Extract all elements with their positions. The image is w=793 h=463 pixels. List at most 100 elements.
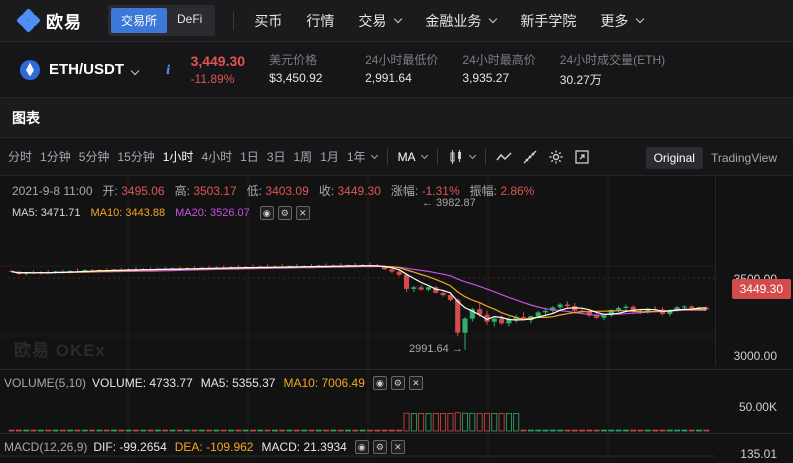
volume-bar (630, 429, 637, 432)
interval-tab[interactable]: 1日 (240, 150, 259, 164)
gear-icon[interactable]: ⚙ (277, 206, 292, 220)
close-icon[interactable]: ✕ (390, 440, 405, 454)
chart-panel-header: 图表 (0, 98, 793, 138)
volume-bar (125, 429, 132, 432)
chart-area[interactable]: ← 3982.87 2991.64 → 2021-9-8 11:00 开: 349… (0, 176, 793, 463)
defi-tab[interactable]: DeFi (177, 12, 203, 26)
volume-bar (330, 429, 337, 432)
stat-label: 24小时成交量(ETH) (559, 53, 666, 67)
settings-icon[interactable] (548, 149, 564, 165)
interval-tab[interactable]: 4小时 (201, 150, 233, 164)
volume-bar (476, 412, 483, 432)
volume-bar (176, 429, 183, 432)
candle-body (557, 304, 563, 308)
macd-legend: MACD(12,26,9) DIF: -99.2654 DEA: -109.96… (4, 440, 409, 454)
interval-tab[interactable]: 15分钟 (117, 150, 155, 164)
volume-bar (549, 429, 556, 432)
candle-body (681, 306, 687, 308)
candle-body (564, 304, 570, 307)
okex-logo-icon (16, 7, 41, 33)
exchange-tab[interactable]: 交易所 (111, 8, 168, 33)
volume-bar (359, 429, 366, 432)
volume-bar (608, 429, 615, 432)
interval-tab[interactable]: 1周 (293, 150, 313, 164)
close-icon[interactable]: ✕ (295, 206, 310, 220)
pair-selector[interactable]: ETH/USDT (49, 61, 140, 78)
ohlc-close-label: 收: (318, 184, 335, 198)
stat-label: 24小时最低价 (365, 53, 439, 67)
nav-link-1[interactable]: 行情 (294, 11, 346, 31)
volume-bar (184, 429, 191, 432)
candle-body (674, 307, 680, 311)
candle-body (601, 315, 607, 318)
pane-divider[interactable] (0, 433, 793, 434)
nav-link-3[interactable]: 金融业务 (413, 11, 508, 31)
gear-icon[interactable]: ⚙ (372, 440, 387, 454)
candle-body (396, 271, 402, 275)
indicator-chevron-icon[interactable] (420, 151, 428, 159)
nav-link-4[interactable]: 新手学院 (508, 11, 588, 31)
nav-link-5[interactable]: 更多 (588, 11, 655, 31)
candle-body (550, 307, 556, 311)
drawing-tool-icon[interactable] (522, 149, 538, 165)
close-icon[interactable]: ✕ (408, 376, 423, 390)
info-icon[interactable]: i (166, 62, 171, 77)
ma10-line (11, 265, 707, 321)
volume-bar (498, 413, 505, 432)
line-indicator-icon[interactable] (495, 149, 512, 165)
candle-body (499, 318, 505, 324)
ohlc-time: 2021-9-8 11:00 (12, 184, 93, 198)
interval-tab[interactable]: 分时 (8, 150, 33, 164)
volume-bar (374, 429, 381, 432)
panel-title: 图表 (12, 109, 40, 126)
volume-bar (308, 429, 315, 432)
candlestick-chart[interactable]: ← 3982.87 2991.64 → (0, 176, 793, 463)
volume-bar (410, 413, 417, 432)
candle-type-chevron-icon[interactable] (468, 151, 476, 159)
interval-list: 分时 1分钟 5分钟 15分钟 1小时 4小时 1日 3日 1周 1月 1年 (0, 148, 366, 165)
volume-bar (484, 412, 490, 432)
interval-tab[interactable]: 3日 (266, 150, 286, 164)
nav-link-label: 买币 (254, 12, 283, 29)
volume-bar (52, 429, 59, 432)
interval-tab[interactable]: 1小时 (162, 150, 194, 164)
indicator-select[interactable]: MA (397, 149, 416, 164)
ohlc-readout: 2021-9-8 11:00 开: 3495.06 高: 3503.17 低: … (12, 182, 534, 199)
fullscreen-icon[interactable] (574, 149, 590, 165)
interval-more-chevron-icon[interactable] (370, 151, 378, 159)
interval-tab[interactable]: 5分钟 (78, 150, 110, 164)
volume-ma5: MA5: 5355.37 (200, 376, 276, 390)
eye-icon[interactable]: ◉ (354, 440, 369, 454)
volume-bar (279, 429, 286, 432)
nav-link-2[interactable]: 交易 (346, 11, 413, 31)
price-change: -11.89% (190, 72, 235, 86)
volume-bar (191, 429, 198, 432)
gear-icon[interactable]: ⚙ (390, 376, 405, 390)
volume-bar (462, 412, 468, 432)
eye-icon[interactable]: ◉ (372, 376, 387, 390)
ticker-bar: ETH/USDT i 3,449.30 -11.89% 美元价格 $3,450.9… (0, 42, 793, 98)
interval-tab[interactable]: 1分钟 (40, 150, 71, 164)
candle-body (689, 306, 695, 309)
brand-logo[interactable]: 欧易 (16, 7, 98, 33)
ma-legend: MA5: 3471.71 MA10: 3443.88 MA20: 3526.07… (12, 206, 314, 220)
volume-bar (154, 429, 161, 432)
eye-icon[interactable]: ◉ (259, 206, 274, 220)
candle-body (411, 287, 417, 289)
interval-tab[interactable]: 1月 (320, 150, 339, 164)
volume-bar (345, 429, 351, 432)
pane-divider[interactable] (0, 369, 793, 370)
interval-tab[interactable]: 1年 (346, 150, 366, 164)
ticker-stat: 美元价格 $3,450.92 (269, 51, 341, 88)
view-tradingview-button[interactable]: TradingView (710, 151, 777, 165)
nav-link-0[interactable]: 买币 (242, 11, 294, 31)
nav-link-label: 交易 (358, 12, 387, 29)
volume-bar (198, 429, 205, 432)
volume-bar (37, 429, 44, 432)
price-scale[interactable]: 3500.00 3000.00 3449.30 (715, 176, 793, 366)
volume-bar (352, 429, 359, 432)
view-original-button[interactable]: Original (645, 147, 703, 169)
volume-bar (162, 429, 169, 432)
candle-type-icon[interactable] (448, 149, 464, 165)
chevron-down-icon (489, 14, 498, 23)
